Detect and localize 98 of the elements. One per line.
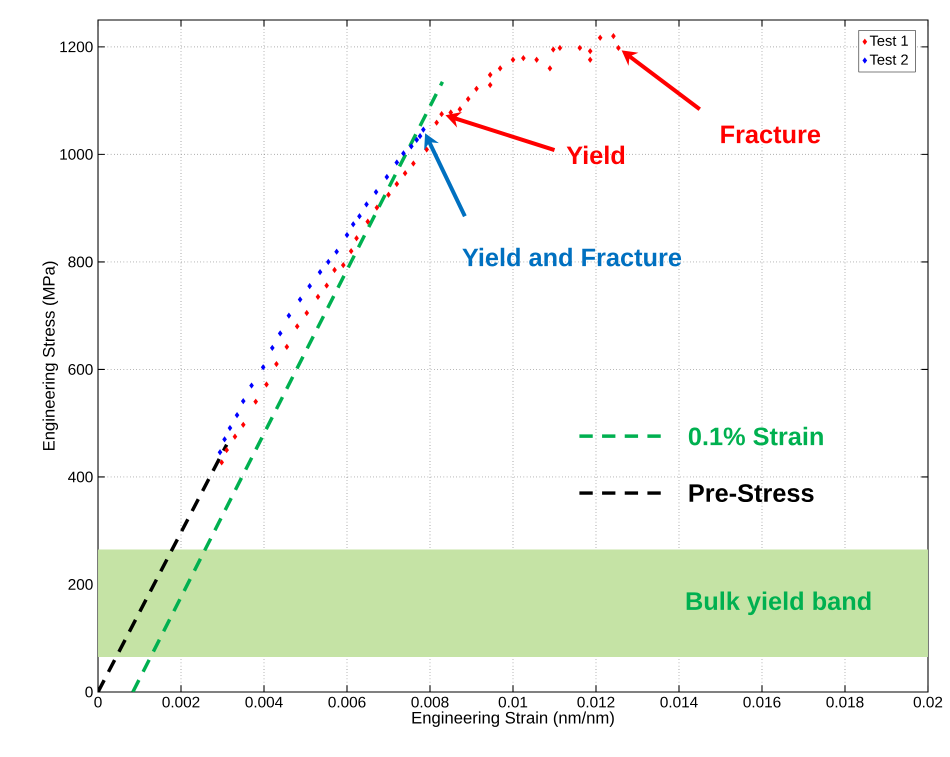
point bbox=[474, 86, 479, 92]
point bbox=[550, 46, 556, 52]
point bbox=[510, 56, 516, 63]
point bbox=[357, 213, 362, 220]
point bbox=[414, 136, 419, 143]
point bbox=[270, 344, 275, 351]
point bbox=[318, 269, 322, 276]
point bbox=[394, 181, 400, 187]
point bbox=[421, 126, 426, 133]
legend-label: Pre-Stress bbox=[690, 484, 814, 502]
x-tick-label: 0.012 bbox=[577, 696, 614, 708]
point bbox=[409, 143, 414, 150]
point bbox=[384, 174, 390, 180]
point bbox=[332, 267, 337, 273]
annotation: Fracture bbox=[721, 126, 820, 144]
point bbox=[324, 282, 329, 288]
legend-label: Test 2 bbox=[870, 54, 908, 65]
point bbox=[374, 204, 380, 211]
point bbox=[598, 34, 602, 41]
point bbox=[458, 106, 462, 112]
point bbox=[298, 296, 302, 302]
y-tick-label: 400 bbox=[68, 472, 93, 482]
point bbox=[365, 218, 370, 225]
point bbox=[344, 232, 350, 238]
point bbox=[578, 45, 582, 51]
point bbox=[521, 55, 526, 62]
point bbox=[402, 170, 408, 176]
point bbox=[439, 111, 444, 118]
annotation: Yield bbox=[566, 146, 624, 164]
point bbox=[611, 33, 616, 40]
point bbox=[340, 262, 346, 268]
point bbox=[278, 330, 282, 336]
point bbox=[350, 221, 356, 228]
point bbox=[224, 447, 229, 454]
point bbox=[498, 65, 502, 72]
y-tick-label: 0 bbox=[85, 686, 93, 698]
point bbox=[488, 82, 492, 88]
legend-label: Test 1 bbox=[870, 36, 908, 46]
y-tick-label: 1200 bbox=[60, 41, 93, 52]
x-tick-label: 0.01 bbox=[498, 696, 528, 708]
x-tick-label: 0 bbox=[94, 696, 102, 708]
point bbox=[394, 160, 400, 166]
point bbox=[228, 425, 232, 431]
point bbox=[588, 56, 592, 63]
point bbox=[222, 436, 227, 442]
x-tick-label: 0.004 bbox=[245, 696, 283, 708]
point bbox=[326, 258, 331, 265]
y-tick-label: 1000 bbox=[60, 148, 93, 160]
y-tick-label: 200 bbox=[68, 579, 93, 590]
x-tick-label: 0.008 bbox=[411, 696, 449, 708]
point bbox=[548, 65, 552, 72]
x-tick-label: 0.016 bbox=[743, 696, 780, 708]
point bbox=[274, 361, 279, 367]
point bbox=[253, 398, 258, 405]
point bbox=[411, 160, 416, 166]
x-tick-label: 0.018 bbox=[826, 696, 864, 708]
y-tick-label: 800 bbox=[68, 256, 93, 268]
point bbox=[240, 422, 246, 428]
y-tick-label: 600 bbox=[68, 364, 93, 375]
point bbox=[348, 248, 354, 254]
point bbox=[401, 150, 406, 156]
point bbox=[386, 192, 391, 198]
x-tick-label: 0.02 bbox=[914, 696, 942, 708]
point bbox=[264, 382, 269, 388]
point bbox=[307, 283, 312, 290]
point bbox=[616, 45, 621, 51]
point bbox=[466, 96, 470, 102]
point bbox=[334, 248, 339, 255]
point bbox=[218, 449, 222, 456]
point bbox=[219, 459, 224, 466]
x-tick-label: 0.002 bbox=[162, 696, 200, 708]
point bbox=[304, 310, 310, 316]
band-label: Bulk yield band bbox=[686, 591, 871, 616]
point bbox=[294, 323, 300, 330]
point bbox=[316, 294, 320, 300]
point bbox=[260, 364, 266, 370]
y-axis-title: Engineering Stress (MPa) bbox=[42, 262, 58, 450]
point bbox=[234, 412, 240, 418]
point bbox=[249, 382, 254, 388]
point bbox=[424, 146, 429, 152]
point bbox=[418, 133, 422, 140]
point bbox=[434, 120, 439, 126]
point bbox=[534, 56, 539, 63]
point bbox=[488, 72, 492, 78]
point bbox=[284, 344, 290, 350]
point bbox=[558, 45, 562, 51]
point bbox=[588, 48, 592, 54]
x-tick-label: 0.014 bbox=[660, 696, 698, 708]
point bbox=[286, 312, 292, 319]
legend-label: 0.1% Strain bbox=[688, 426, 823, 446]
x-tick-label: 0.006 bbox=[328, 696, 366, 708]
point bbox=[364, 201, 369, 208]
point bbox=[354, 235, 359, 242]
point bbox=[240, 398, 246, 404]
point bbox=[232, 434, 238, 440]
point bbox=[374, 189, 378, 195]
x-axis-title: Engineering Strain (nm/nm) bbox=[412, 711, 614, 727]
annotation: Yield and Fracture bbox=[462, 248, 682, 266]
